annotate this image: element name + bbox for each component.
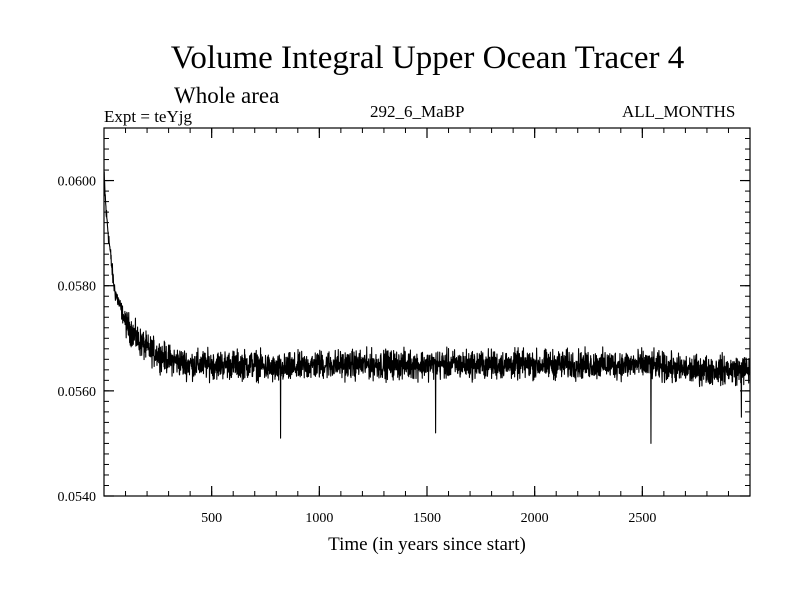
chart-title: Volume Integral Upper Ocean Tracer 4	[170, 40, 685, 76]
x-tick-label: 500	[201, 511, 222, 526]
x-tick-labels: 500 1000 1500 2000 2500	[201, 511, 656, 526]
minor-ticks	[104, 128, 750, 496]
period-label: ALL_MONTHS	[622, 102, 736, 121]
x-tick-label: 2000	[521, 511, 549, 526]
y-tick-label: 0.0540	[58, 490, 97, 505]
experiment-label: Expt = teYjg	[104, 107, 192, 126]
major-ticks	[104, 128, 750, 497]
y-tick-label: 0.0600	[58, 175, 97, 190]
x-tick-label: 1000	[305, 511, 333, 526]
chart-subtitle: Whole area	[174, 83, 280, 108]
y-tick-label: 0.0560	[58, 385, 97, 400]
x-tick-label: 1500	[413, 511, 441, 526]
x-axis-label: Time (in years since start)	[328, 534, 526, 555]
x-tick-label: 2500	[628, 511, 656, 526]
run-id-label: 292_6_MaBP	[370, 102, 465, 121]
plot-frame	[103, 127, 751, 497]
series-layer	[103, 171, 751, 444]
series-line-tracer4	[103, 171, 751, 444]
y-tick-labels: 0.0540 0.0560 0.0580 0.0600	[58, 175, 97, 505]
y-tick-label: 0.0580	[58, 280, 97, 295]
